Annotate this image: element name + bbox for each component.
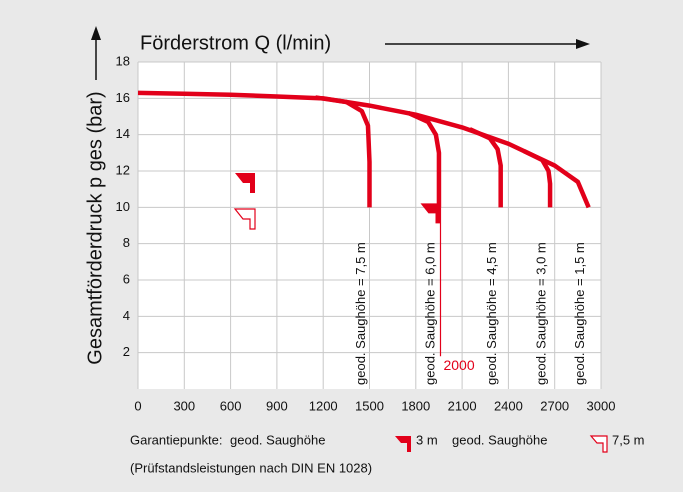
- curve-label: geod. Saughöhe = 3,0 m: [534, 242, 549, 385]
- x-tick-label: 600: [220, 398, 242, 413]
- curve: [315, 95, 372, 208]
- note: (Prüfstandsleistungen nach DIN EN 1028): [130, 460, 372, 475]
- legend-prefix: Garantiepunkte:: [130, 432, 223, 447]
- y-tick-label: 10: [116, 199, 130, 214]
- guarantee-marker: [420, 203, 441, 224]
- x-tick-label: 2100: [448, 398, 477, 413]
- curve: [137, 90, 591, 209]
- legend-marker-outline: [233, 208, 256, 230]
- x-tick-label: 1800: [401, 398, 430, 413]
- y-tick-label: 2: [123, 344, 130, 359]
- x-tick-label: 0: [134, 398, 141, 413]
- x-axis-title: Förderstrom Q (l/min): [140, 32, 331, 54]
- curve: [522, 148, 553, 208]
- y-tick-label: 12: [116, 162, 130, 177]
- legend-marker-outline: [589, 435, 608, 453]
- y-arrowhead: [91, 26, 101, 40]
- x-tick-label: 1200: [309, 398, 338, 413]
- curve: [468, 127, 503, 208]
- x-tick-label: 300: [173, 398, 195, 413]
- legend-marker-filled: [235, 173, 255, 193]
- legend-label: geod. Saughöhe: [452, 432, 547, 447]
- x-tick-label: 2700: [540, 398, 569, 413]
- x-tick-label: 1500: [355, 398, 384, 413]
- curve-label: geod. Saughöhe = 1,5 m: [572, 242, 587, 385]
- x-arrowhead: [576, 39, 590, 49]
- y-tick-label: 14: [116, 126, 130, 141]
- x-tick-label: 3000: [587, 398, 616, 413]
- y-tick-label: 8: [123, 235, 130, 250]
- x-tick-label: 2400: [494, 398, 523, 413]
- y-axis-title: Gesamtförderdruck p ges (bar): [84, 91, 106, 364]
- legend-value: 3 m: [416, 432, 438, 447]
- y-tick-label: 18: [116, 53, 130, 68]
- y-tick-label: 6: [123, 271, 130, 286]
- curve: [407, 110, 442, 208]
- legend-value: 7,5 m: [612, 432, 645, 447]
- y-tick-label: 4: [123, 308, 130, 323]
- curve-label: geod. Saughöhe = 6,0 m: [422, 242, 437, 385]
- legend-label: geod. Saughöhe: [230, 432, 325, 447]
- curve-label: geod. Saughöhe = 4,5 m: [484, 242, 499, 385]
- curve-label: geod. Saughöhe = 7,5 m: [353, 242, 368, 385]
- guarantee-label: 2000: [443, 357, 474, 373]
- x-tick-label: 900: [266, 398, 288, 413]
- legend-marker-filled: [395, 436, 411, 452]
- y-tick-label: 16: [116, 90, 130, 105]
